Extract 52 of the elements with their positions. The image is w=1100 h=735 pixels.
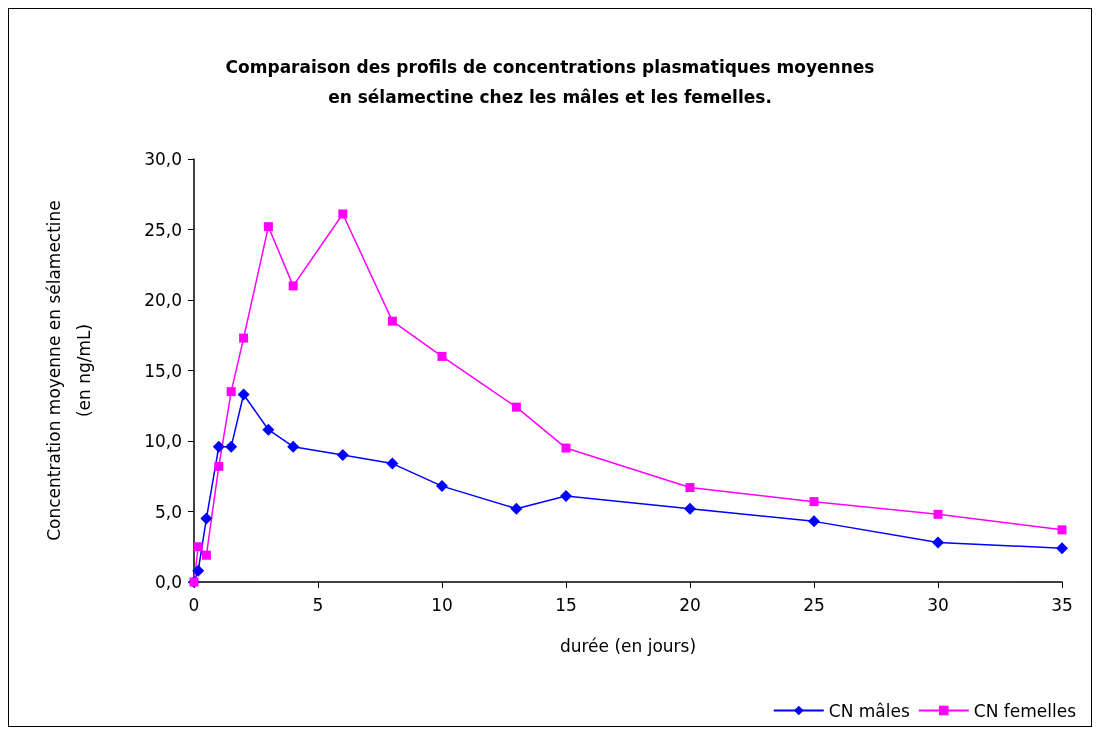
point <box>684 502 696 515</box>
point <box>561 443 571 453</box>
y-axis-title: Concentration moyenne en sélamectine (en ng/mL) <box>44 200 94 541</box>
point <box>809 497 819 507</box>
x-axis-title: durée (en jours) <box>559 635 697 656</box>
point <box>262 423 275 436</box>
point <box>1056 542 1068 555</box>
point <box>560 489 572 502</box>
y-tick-label: 30,0 <box>144 149 182 169</box>
point <box>225 440 238 453</box>
x-tick-label: 20 <box>679 594 701 615</box>
x-tick-label: 25 <box>803 594 825 615</box>
chart-title: Comparaison des profils de concentrations plasmatiques moyennes en sélamectine chez les mâles et les femelles. <box>225 57 875 107</box>
point <box>226 387 236 397</box>
point <box>510 502 523 515</box>
y-tick-label: 25,0 <box>144 219 182 240</box>
point <box>288 281 298 291</box>
x-tick-label: 30 <box>927 594 949 615</box>
y-tick-label: 5,0 <box>154 501 182 522</box>
x-tick-label: 15 <box>555 594 577 615</box>
y-tick-label: 10,0 <box>144 431 182 451</box>
point <box>239 333 249 343</box>
point <box>933 509 943 519</box>
x-tick-label: 10 <box>431 594 453 615</box>
point <box>338 209 348 219</box>
point <box>932 536 944 549</box>
point <box>263 222 273 232</box>
point <box>287 440 300 453</box>
y-tick-label: 0,0 <box>154 572 182 592</box>
point <box>212 440 225 453</box>
legend-label: CN mâles <box>828 700 910 721</box>
x-tick-label: 35 <box>1051 594 1073 615</box>
point <box>1057 525 1067 535</box>
x-tick-label: 0 <box>188 594 200 615</box>
y-tick-label: 15,0 <box>144 360 182 381</box>
point <box>336 449 349 462</box>
legend-label: CN femelles <box>973 700 1077 721</box>
point <box>511 402 521 412</box>
point <box>437 351 447 361</box>
y-tick-label: 20,0 <box>144 290 182 310</box>
point <box>387 316 397 326</box>
point <box>214 461 224 471</box>
x-tick-label: 5 <box>312 594 324 615</box>
point <box>237 388 250 401</box>
point <box>436 480 448 493</box>
point <box>386 457 399 470</box>
point <box>200 512 213 525</box>
point <box>201 550 211 560</box>
point <box>808 515 820 528</box>
point <box>193 542 203 552</box>
point <box>192 564 205 577</box>
point <box>685 483 695 493</box>
